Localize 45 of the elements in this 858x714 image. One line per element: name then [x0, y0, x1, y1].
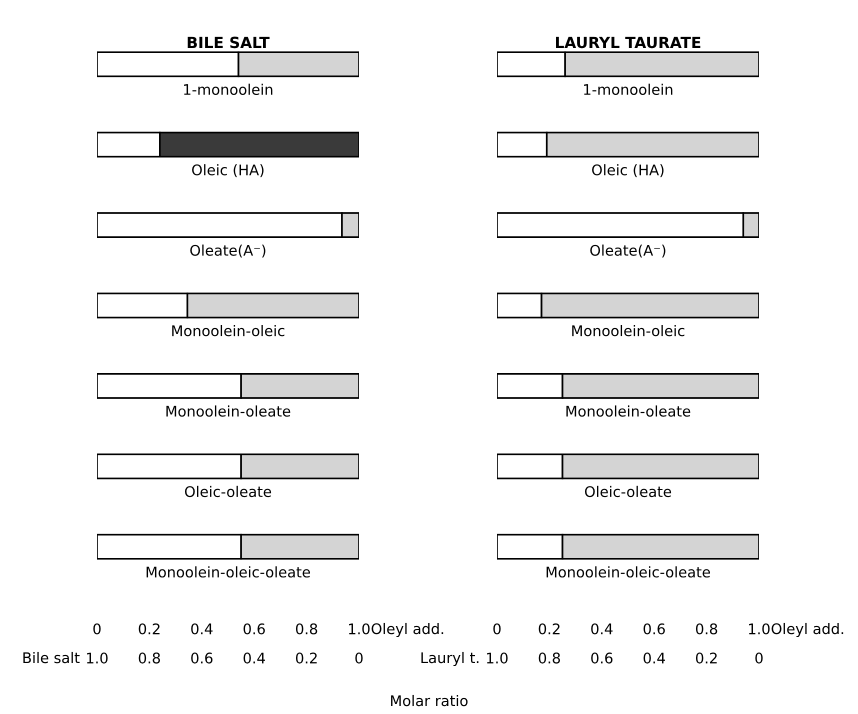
text: Molar ratio	[391, 694, 468, 706]
x-axis-title: Oleyl add.	[372, 622, 444, 638]
x-tick-label: 1.0	[349, 623, 370, 634]
x-tick-label: 0.2	[138, 623, 160, 634]
x-tick-label: 0.6	[244, 623, 265, 634]
y-tick-label: Oleic (HA)	[592, 164, 664, 178]
x-tick-label: 0.2	[538, 623, 560, 634]
x2-tick-label: 0.8	[538, 652, 560, 664]
y-tick-label: Monoolein-oleic	[172, 324, 284, 336]
chart-title: BILE SALT	[188, 36, 270, 48]
x-axis-title: Oleyl add.	[772, 622, 844, 638]
y-tick-label: Monoolein-oleic-oleate	[146, 566, 310, 578]
y-tick-label: Monoolein-oleic-oleate	[546, 566, 710, 578]
x-tick-label: 0.8	[696, 623, 718, 634]
x2-tick-label: 0.2	[296, 652, 317, 664]
y-tick-label: 1-monoolein	[584, 84, 672, 95]
x2-tick-label: 0.4	[644, 652, 665, 664]
x-tick-label: 1.0	[749, 623, 770, 634]
y-tick-label: Oleate(A⁻)	[590, 244, 666, 258]
x2-tick-label: 0.8	[138, 652, 160, 664]
y-tick-label: Oleic (HA)	[192, 164, 264, 178]
x2-tick-label: 0	[755, 652, 763, 664]
y-tick-label: Monoolein-oleate	[166, 405, 290, 417]
x2-tick-label: 0.6	[191, 652, 212, 664]
x-tick-label: 0.4	[591, 623, 613, 634]
y-tick-label: 1-monoolein	[184, 84, 272, 95]
y-tick-label: Oleate(A⁻)	[190, 244, 266, 258]
x2-tick-label: 0.2	[696, 652, 717, 664]
x-tick-label: 0	[93, 623, 101, 634]
y-tick-label: Monoolein-oleic	[572, 324, 684, 336]
y-tick-label: Oleic-oleate	[184, 486, 272, 498]
x2-axis-title: Bile salt	[23, 652, 80, 664]
y-tick-label: Oleic-oleate	[584, 486, 672, 498]
x-tick-label: 0	[493, 623, 501, 634]
x2-axis-title: Lauryl t.	[421, 652, 478, 666]
chart-title: LAURYL TAURATE	[556, 36, 700, 48]
x-tick-label: 0.8	[296, 623, 318, 634]
x-tick-label: 0.4	[191, 623, 213, 634]
x-tick-label: 0.6	[644, 623, 665, 634]
x2-tick-label: 0.6	[591, 652, 612, 664]
x2-tick-label: 0.4	[244, 652, 265, 664]
x2-tick-label: 1.0	[487, 652, 508, 664]
x2-tick-label: 1.0	[87, 652, 108, 664]
y-tick-label: Monoolein-oleate	[566, 405, 690, 417]
x2-tick-label: 0	[355, 652, 363, 664]
